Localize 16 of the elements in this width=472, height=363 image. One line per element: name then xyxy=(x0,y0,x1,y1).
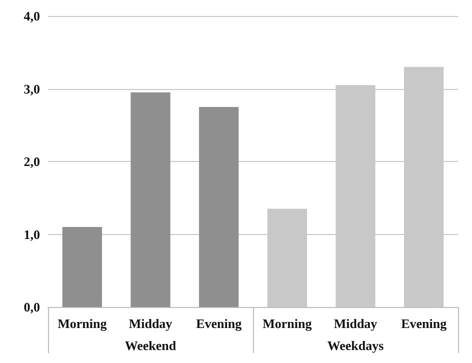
bar xyxy=(199,106,239,307)
x-tick-label: Midday xyxy=(128,316,173,331)
y-tick-label: 3,0 xyxy=(24,81,40,96)
x-tick-label: Evening xyxy=(196,316,242,331)
x-tick-label: Morning xyxy=(262,316,312,331)
bar xyxy=(130,92,170,307)
text: Weekend xyxy=(124,338,177,353)
x-tick-label: Midday xyxy=(334,316,378,331)
x-tick-label: Evening xyxy=(401,316,448,331)
text: Weekdays xyxy=(327,338,384,353)
y-tick-label: 4,0 xyxy=(24,8,40,24)
y-tick-label: 2,0 xyxy=(24,154,40,169)
y-tick-label: 0,0 xyxy=(24,300,40,314)
x-tick-label: Morning xyxy=(58,316,108,331)
y-tick-label: 1,0 xyxy=(24,226,40,242)
bar xyxy=(62,226,102,307)
